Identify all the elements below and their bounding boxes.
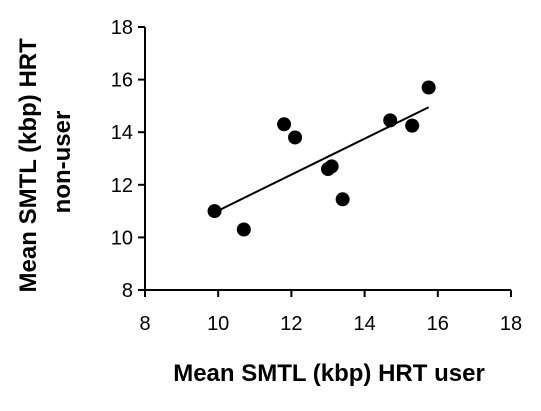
data-point [421,80,436,95]
x-tick-label: 16 [427,313,449,335]
data-point [277,117,292,132]
data-point [236,222,251,237]
x-tick-label: 10 [207,313,229,335]
data-point [405,118,420,133]
labels-layer: Mean SMTL (kbp) HRT user Mean SMTL (kbp)… [15,32,485,387]
points-layer [207,80,436,237]
y-tick-label: 8 [122,280,133,302]
y-tick-label: 16 [111,70,133,92]
y-tick-label: 14 [111,122,133,144]
axes: 8 10 12 14 16 18 8 10 12 14 16 18 [111,17,522,335]
x-tick-label: 18 [500,313,522,335]
x-tick-label: 12 [280,313,302,335]
y-tick-label: 12 [111,175,133,197]
y-tick-label: 10 [111,227,133,249]
data-point [288,130,303,145]
x-tick-label: 14 [353,313,375,335]
y-axis-title: Mean SMTL (kbp) HRT non-user [15,32,76,293]
x-axis-title: Mean SMTL (kbp) HRT user [173,360,485,387]
data-point [383,113,398,128]
y-tick-label: 18 [111,17,133,39]
y-axis-title-line-1: Mean SMTL (kbp) HRT [15,38,42,293]
x-tick-label: 8 [139,313,150,335]
data-point [335,192,350,207]
data-point [207,204,222,219]
y-axis-title-line-2: non-user [49,111,76,214]
data-point [324,159,339,174]
